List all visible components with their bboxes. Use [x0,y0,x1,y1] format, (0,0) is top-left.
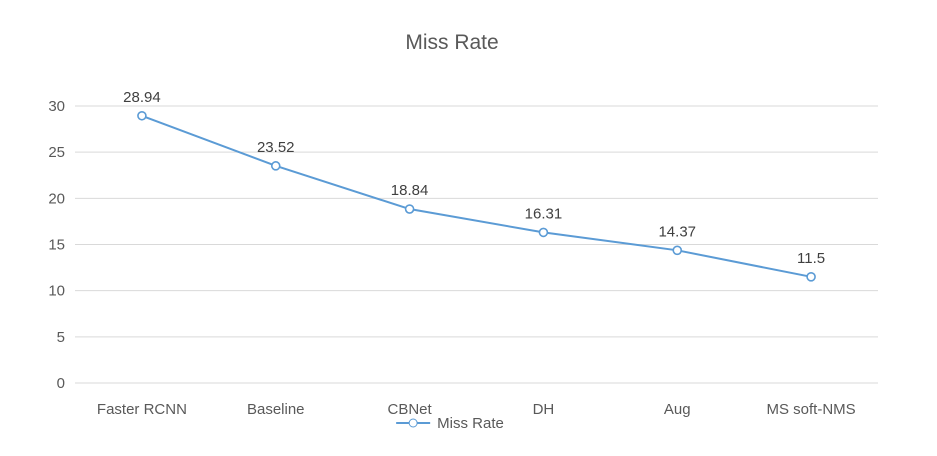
data-point-marker [538,227,549,238]
data-point-marker [672,245,683,256]
data-point-label: 16.31 [525,205,563,222]
data-point-marker [137,110,147,121]
series-line [141,114,812,278]
data-point-label: 11.5 [797,250,825,267]
x-category-label: Faster RCNN [97,401,187,418]
x-category-label: CBNet [387,401,432,418]
data-point-marker [270,161,281,171]
y-tick-label: 0 [57,375,65,392]
data-point-label: 28.94 [123,89,161,106]
data-point-marker [806,272,816,282]
y-tick-label: 5 [57,329,65,346]
data-point-label: 23.52 [257,139,295,156]
chart-title: Miss Rate [405,31,499,54]
data-point-label: 14.37 [658,223,696,240]
x-category-label: MS soft-NMS [766,401,855,418]
y-tick-label: 30 [48,98,65,115]
legend-line-marker-icon [396,418,431,428]
data-point-label: 18.84 [391,182,429,199]
x-category-label: DH [533,401,555,418]
x-category-label: Aug [664,401,691,418]
y-tick-label: 20 [48,190,65,207]
x-category-label: Baseline [247,401,305,418]
y-tick-label: 15 [48,237,65,254]
legend-label: Miss Rate [437,414,504,432]
data-point-marker [404,204,415,214]
y-tick-label: 25 [48,144,65,161]
legend: Miss Rate [396,414,504,432]
y-tick-label: 10 [48,283,65,300]
legend-circle-icon [408,418,418,428]
